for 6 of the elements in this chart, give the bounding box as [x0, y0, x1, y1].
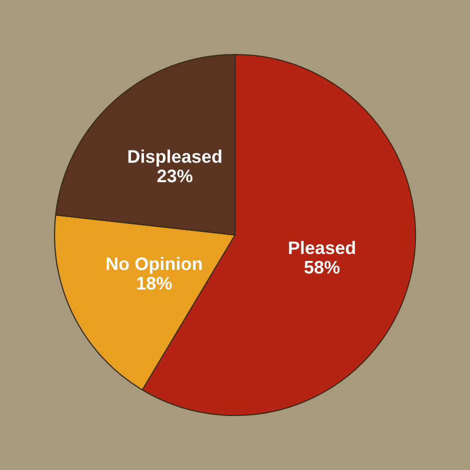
data-label: 18% [137, 276, 172, 290]
data-label: 23% [157, 170, 192, 182]
slice-label: Pleased [289, 240, 355, 254]
data-label: 58% [304, 260, 340, 274]
slice-label: No Opinion [106, 256, 202, 274]
slice-label: Displeased [128, 150, 222, 166]
